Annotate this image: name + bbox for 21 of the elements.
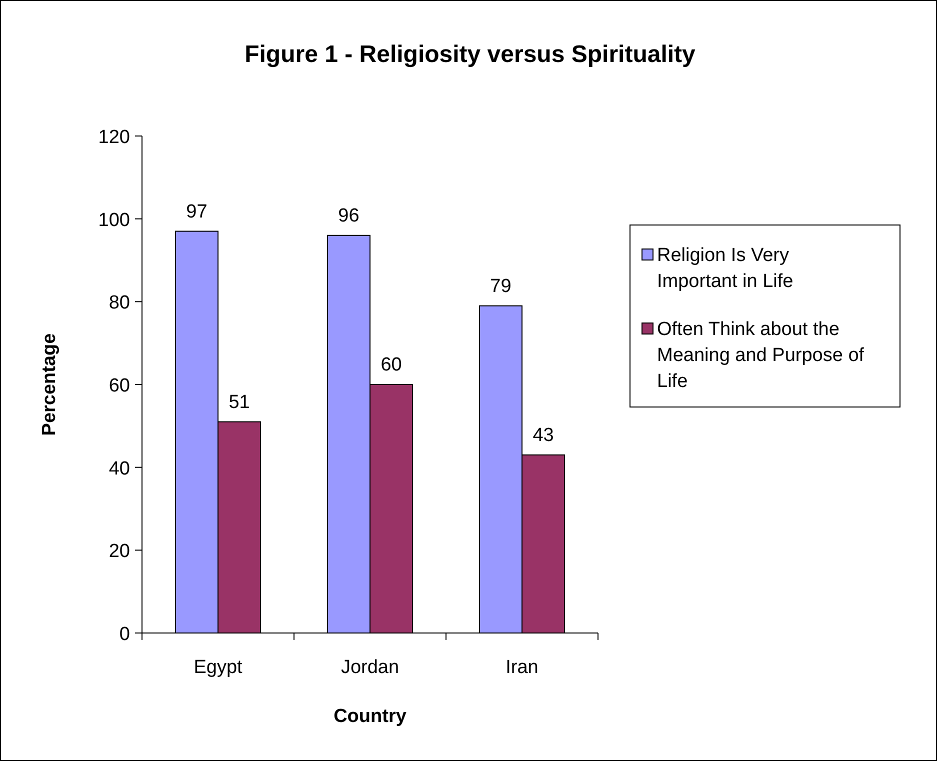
data-label: 96 xyxy=(338,205,360,226)
x-axis-title: Country xyxy=(334,706,407,727)
data-label: 60 xyxy=(380,354,402,376)
data-label: 51 xyxy=(228,392,250,413)
data-label: 43 xyxy=(532,424,554,446)
y-tick-label: 60 xyxy=(108,376,130,396)
legend-label: Often Think about the Meaning and Purpose of Life xyxy=(657,319,865,392)
x-tick-label: Egypt xyxy=(194,657,244,678)
y-tick-label: 0 xyxy=(119,624,130,645)
chart-title: Figure 1 - Religiosity versus Spirituality xyxy=(244,41,696,68)
data-label: 97 xyxy=(186,201,208,222)
y-tick-label: 100 xyxy=(98,210,130,231)
y-tick-label: 80 xyxy=(108,292,130,314)
x-tick-label: Jordan xyxy=(340,657,400,678)
y-axis-title: Percentage xyxy=(39,333,60,436)
y-tick-label: 20 xyxy=(108,541,130,562)
y-tick-label: 120 xyxy=(98,127,130,148)
x-tick-label: Iran xyxy=(506,657,538,678)
data-label: 79 xyxy=(490,276,512,297)
legend-label: Religion Is Very Important in Life xyxy=(657,245,794,292)
y-tick-label: 40 xyxy=(108,458,130,480)
